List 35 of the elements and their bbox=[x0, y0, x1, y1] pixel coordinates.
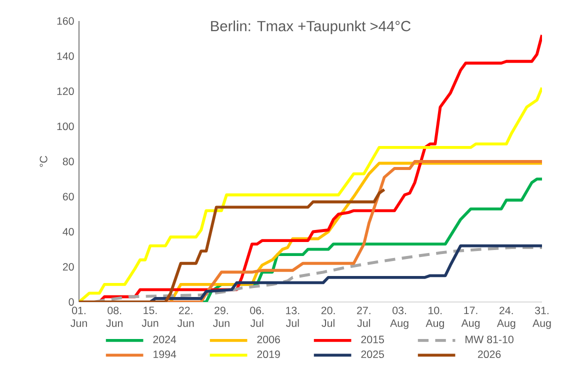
x-tick-label: 08. Jun bbox=[106, 306, 123, 327]
x-tick-label: 31. Aug bbox=[532, 306, 551, 330]
legend-label: 1994 bbox=[154, 350, 176, 358]
legend-label: 2025 bbox=[361, 350, 384, 358]
y-tick-label: 40 bbox=[62, 228, 74, 236]
x-tick-label: 15. Jun bbox=[142, 306, 158, 327]
x-tick-label: 01. Jun bbox=[70, 306, 87, 327]
legend-label: 2026 bbox=[478, 350, 501, 358]
chart-title: Berlin: Tmax +Taupunkt >44°C bbox=[211, 20, 411, 34]
x-tick-label: 29. Jun bbox=[213, 306, 230, 327]
y-tick-label: 100 bbox=[57, 122, 74, 130]
x-tick-label: 06. Jul bbox=[250, 306, 264, 327]
legend-label: 2024 bbox=[153, 336, 176, 344]
legend-label: 2015 bbox=[361, 336, 384, 344]
y-tick-label: 60 bbox=[62, 192, 74, 200]
legend-label: MW 81-10 bbox=[466, 336, 514, 344]
y-tick-label: 80 bbox=[62, 158, 74, 166]
y-axis-title: °C bbox=[40, 156, 48, 167]
y-tick-label: 120 bbox=[57, 87, 74, 96]
x-tick-label: 24. Aug bbox=[496, 306, 516, 330]
y-tick-label: 160 bbox=[57, 17, 74, 25]
x-tick-label: 22. Jun bbox=[177, 306, 194, 327]
y-tick-label: 0 bbox=[68, 298, 74, 306]
legend-label: 2006 bbox=[257, 336, 280, 344]
x-tick-label: 13. Jul bbox=[286, 306, 300, 327]
y-tick-label: 140 bbox=[57, 52, 74, 60]
x-tick-label: 10. Aug bbox=[426, 306, 444, 330]
y-tick-label: 20 bbox=[62, 263, 74, 271]
line-series bbox=[79, 86, 542, 302]
x-tick-label: 03. Aug bbox=[390, 306, 408, 330]
x-tick-label: 17. Aug bbox=[461, 306, 480, 329]
x-tick-label: 27. Jul bbox=[357, 306, 370, 327]
line-series bbox=[79, 188, 386, 302]
legend-label: 2019 bbox=[257, 350, 280, 358]
x-tick-label: 20. Jul bbox=[321, 306, 335, 327]
